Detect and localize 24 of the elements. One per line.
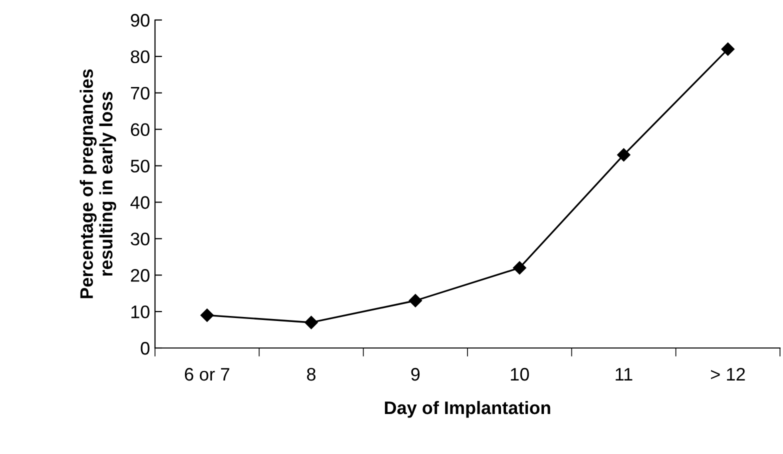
y-tick-label: 0 [140,342,150,355]
y-tick-label: 40 [130,196,150,209]
y-tick-label: 50 [130,160,150,172]
y-tick-label: 90 [130,14,150,27]
point [512,261,526,274]
y-tick-label: 30 [130,232,150,246]
x-tick-label: 9 [411,368,420,381]
y-tick-label: 60 [130,123,150,136]
x-tick-label: 8 [307,368,316,381]
x-tick-label: 11 [616,368,632,381]
y-tick-label: 80 [130,50,150,64]
x-tick-label: 10 [510,368,529,381]
point [617,148,630,162]
x-tick-label: 6 or 7 [184,368,230,381]
x-tick-label: > 12 [710,368,745,381]
y-tick-label: 20 [130,269,150,282]
point [304,316,318,330]
point [408,294,422,308]
y-axis-title: Percentage of pregnancies resulting in early loss [80,69,116,298]
y-tick-label: 10 [131,305,150,318]
point [721,42,735,56]
x-axis-title: Day of Implantation [384,400,550,418]
point [200,308,214,322]
y-tick-label: 70 [130,86,150,100]
